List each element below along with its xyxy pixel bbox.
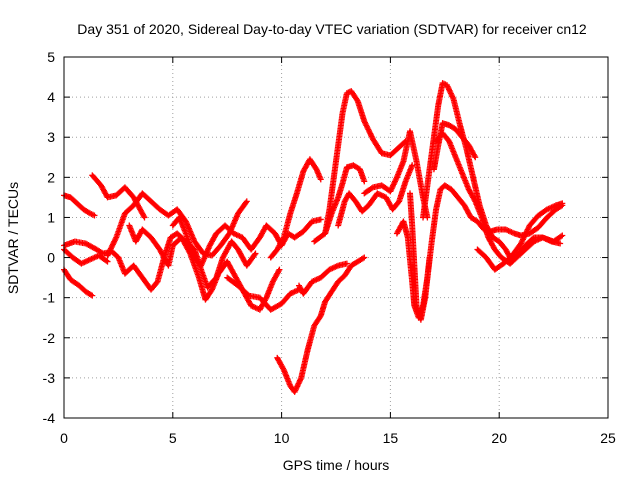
x-tick-label: 15 bbox=[383, 430, 399, 446]
data-point-marker bbox=[426, 254, 433, 261]
data-point-marker bbox=[559, 200, 566, 207]
series-track-4 bbox=[61, 266, 96, 299]
y-tick-label: 2 bbox=[47, 169, 55, 185]
series-track-19 bbox=[406, 190, 433, 323]
chart-title: Day 351 of 2020, Sidereal Day-to-day VTE… bbox=[77, 21, 587, 37]
data-point-marker bbox=[409, 162, 416, 169]
data-point-marker bbox=[471, 197, 478, 204]
plot-frame bbox=[63, 56, 609, 419]
data-point-marker bbox=[280, 365, 287, 372]
data-point-marker bbox=[91, 212, 98, 219]
data-point-marker bbox=[471, 152, 478, 159]
data-point-marker bbox=[252, 250, 259, 257]
data-point-marker bbox=[280, 235, 287, 242]
data-point-marker bbox=[104, 258, 111, 265]
y-axis-ticks: -4 -3 -2 -1 0 1 2 3 4 5 bbox=[43, 49, 608, 426]
data-point-marker bbox=[558, 233, 565, 240]
series-track-15 bbox=[322, 162, 368, 237]
data-point-marker bbox=[89, 292, 96, 299]
data-marks bbox=[61, 80, 566, 395]
y-tick-label: -2 bbox=[43, 330, 56, 346]
y-axis-label: SDTVAR / TECUs bbox=[5, 182, 21, 294]
data-point-marker bbox=[316, 313, 323, 320]
data-point-marker bbox=[251, 251, 258, 258]
data-point-marker bbox=[141, 214, 148, 221]
data-point-marker bbox=[343, 260, 350, 267]
data-point-marker bbox=[103, 257, 110, 264]
data-point-marker bbox=[243, 198, 250, 205]
data-point-marker bbox=[559, 232, 566, 239]
data-point-marker bbox=[359, 255, 366, 262]
series-track-22 bbox=[433, 130, 564, 267]
data-point-marker bbox=[353, 96, 360, 103]
series-track-9 bbox=[169, 214, 324, 269]
series-track-23 bbox=[474, 200, 566, 273]
data-point-marker bbox=[472, 154, 479, 161]
data-point-marker bbox=[317, 216, 324, 223]
y-tick-label: 0 bbox=[47, 250, 55, 266]
series-track-8 bbox=[126, 222, 283, 313]
data-point-marker bbox=[368, 185, 375, 192]
x-tick-label: 10 bbox=[274, 430, 290, 446]
series-track-12 bbox=[274, 254, 368, 395]
series-track-18 bbox=[393, 182, 566, 321]
y-tick-label: 4 bbox=[47, 89, 55, 105]
data-point-marker bbox=[361, 254, 368, 261]
data-point-marker bbox=[317, 176, 324, 183]
series-track-16 bbox=[335, 162, 416, 229]
data-point-marker bbox=[557, 240, 564, 247]
data-point-marker bbox=[140, 213, 147, 220]
x-tick-label: 20 bbox=[491, 430, 507, 446]
x-axis-ticks: 0 5 10 15 20 25 bbox=[60, 57, 616, 446]
y-tick-label: 1 bbox=[47, 209, 55, 225]
data-point-marker bbox=[276, 266, 283, 273]
series-track-13 bbox=[296, 260, 350, 297]
y-tick-label: 3 bbox=[47, 129, 55, 145]
data-point-marker bbox=[87, 291, 94, 298]
y-tick-label: 5 bbox=[47, 49, 55, 65]
data-point-marker bbox=[361, 178, 368, 185]
x-tick-label: 25 bbox=[600, 430, 616, 446]
series-track-1 bbox=[61, 192, 98, 219]
data-point-marker bbox=[242, 199, 249, 206]
x-axis-label: GPS time / hours bbox=[283, 457, 390, 473]
series-track-10 bbox=[224, 274, 303, 313]
y-tick-label: -1 bbox=[43, 290, 56, 306]
series-track-14 bbox=[311, 88, 409, 245]
data-point-marker bbox=[275, 267, 282, 274]
x-tick-label: 0 bbox=[60, 430, 68, 446]
series-track-3 bbox=[61, 246, 111, 267]
y-tick-label: -3 bbox=[43, 370, 56, 386]
y-tick-label: -4 bbox=[43, 410, 56, 426]
series-track-11 bbox=[267, 156, 324, 261]
x-tick-label: 5 bbox=[169, 430, 177, 446]
